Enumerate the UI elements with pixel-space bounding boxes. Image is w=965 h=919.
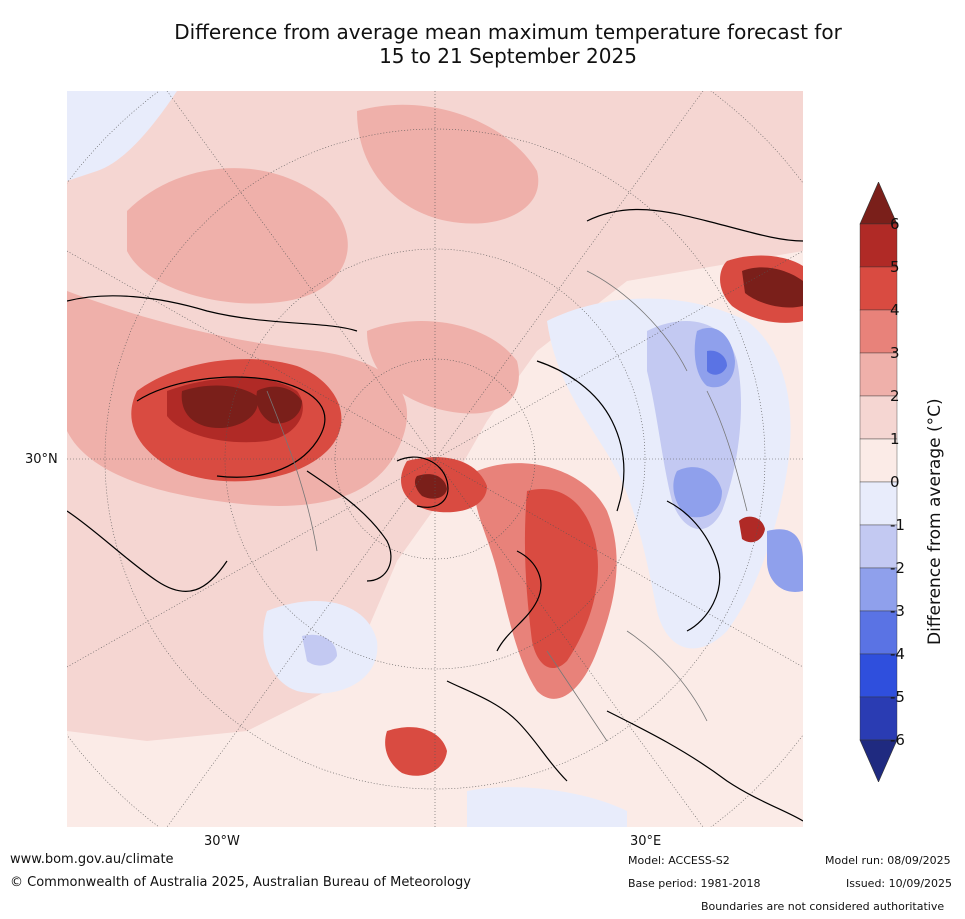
colorbar-tick-label: 5 xyxy=(890,258,900,276)
colorbar-segment xyxy=(859,438,898,483)
colorbar-segment xyxy=(859,610,898,655)
colorbar-segment xyxy=(859,309,898,354)
colorbar-segment xyxy=(859,395,898,440)
map-canvas xyxy=(67,91,803,827)
base-period-text: Base period: 1981-2018 xyxy=(628,877,761,890)
colorbar-tick-label: 0 xyxy=(890,473,900,491)
colorbar-tick-label: 3 xyxy=(890,344,900,362)
colorbar-tick-label: 1 xyxy=(890,430,900,448)
colorbar-segment xyxy=(859,567,898,612)
colorbar-tick-label: -3 xyxy=(890,602,905,620)
model-text: Model: ACCESS-S2 xyxy=(628,854,730,867)
issued-text: Issued: 10/09/2025 xyxy=(846,877,953,890)
colorbar-tick-label: -4 xyxy=(890,645,905,663)
colorbar xyxy=(859,182,898,782)
disclaimer-text: Boundaries are not considered authoritat… xyxy=(701,900,945,913)
colorbar-label: Difference from average (°C) xyxy=(925,398,945,645)
website-link[interactable]: www.bom.gov.au/climate xyxy=(10,852,174,867)
colorbar-tick-label: -6 xyxy=(890,731,905,749)
colorbar-tick-label: -1 xyxy=(890,516,905,534)
colorbar-segment xyxy=(859,653,898,698)
colorbar-segment xyxy=(859,266,898,311)
colorbar-segment xyxy=(859,696,898,741)
map-title: Difference from average mean maximum tem… xyxy=(90,20,926,68)
colorbar-segment xyxy=(859,481,898,526)
lat-label-30n: 30°N xyxy=(25,452,58,467)
title-line-1: Difference from average mean maximum tem… xyxy=(174,20,842,44)
colorbar-segment xyxy=(859,524,898,569)
colorbar-tick-label: 4 xyxy=(890,301,900,319)
colorbar-tick-label: -2 xyxy=(890,559,905,577)
lon-label-30e: 30°E xyxy=(630,834,662,849)
lon-label-30w: 30°W xyxy=(204,834,240,849)
colorbar-under-triangle xyxy=(859,739,898,782)
colorbar-tick-label: -5 xyxy=(890,688,905,706)
forecast-map xyxy=(67,91,803,827)
colorbar-segment xyxy=(859,223,898,268)
copyright-text: © Commonwealth of Australia 2025, Austra… xyxy=(10,875,471,890)
model-run-text: Model run: 08/09/2025 xyxy=(825,854,951,867)
colorbar-segment xyxy=(859,352,898,397)
colorbar-tick-label: 6 xyxy=(890,215,900,233)
title-line-2: 15 to 21 September 2025 xyxy=(379,44,637,68)
colorbar-tick-label: 2 xyxy=(890,387,900,405)
